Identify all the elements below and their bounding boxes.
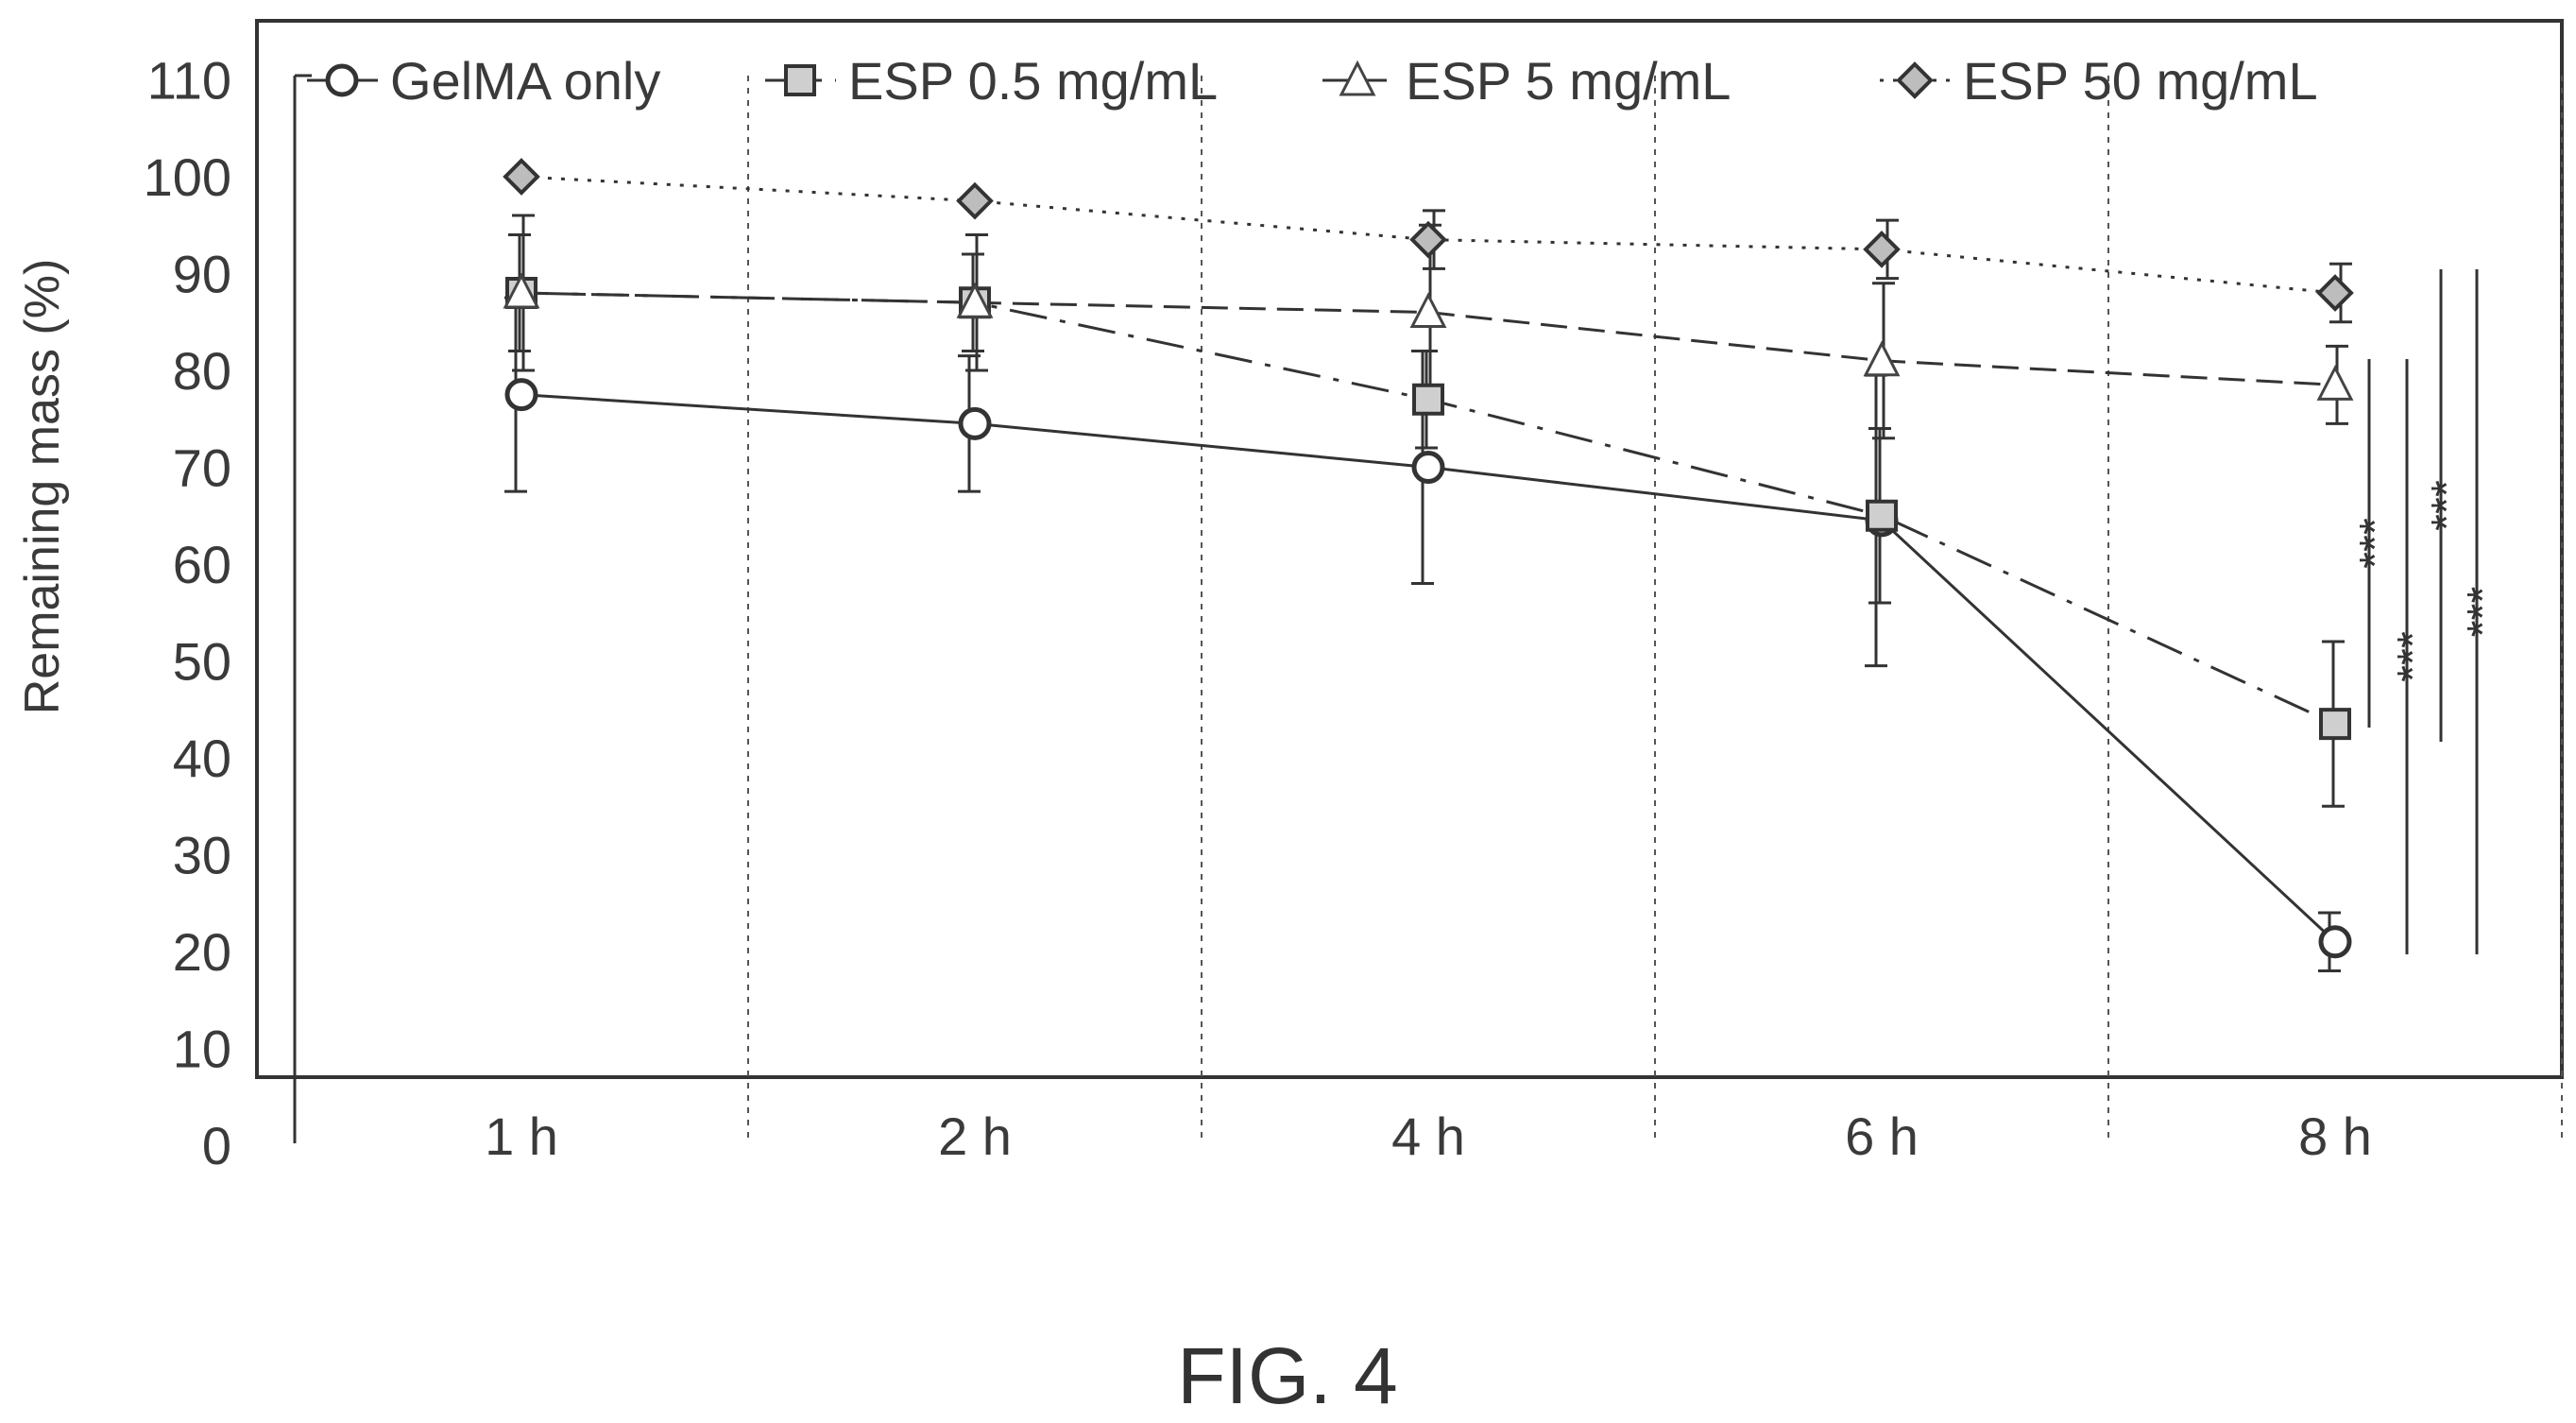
data-point [1409,292,1447,328]
data-point [503,158,540,196]
y-axis-label: Remaining mass (%) [15,259,70,715]
y-tick-label: 0 [202,1116,231,1175]
significance-label: *** [2422,480,2471,531]
data-point [2316,365,2354,401]
legend-marker [325,63,359,97]
legend-label: ESP 0.5 mg/mL [848,51,1218,111]
figure-caption: FIG. 4 [1177,1331,1397,1420]
y-tick-label: 90 [173,245,231,304]
y-tick-label: 110 [147,51,231,111]
y-tick-label: 50 [173,632,231,692]
legend-label: ESP 50 mg/mL [1963,51,2318,111]
legend: GelMA only ESP 0.5 mg/mL ESP 5 mg/mL ESP 50… [307,51,2318,111]
x-tick-label: 4 h [1391,1106,1465,1166]
y-tick-label: 80 [173,341,231,401]
x-tick-label: 6 h [1845,1106,1919,1166]
data-point [1866,499,1898,532]
series-lines [520,175,2337,943]
data-point [504,378,538,412]
x-tick-label: 2 h [938,1106,1012,1166]
legend-marker [1896,61,1934,99]
legend-marker [784,64,816,96]
data-point [503,272,540,309]
data-point [1412,383,1444,416]
y-tick-label: 70 [173,438,231,498]
series-markers [503,158,2354,959]
y-tick-label: 20 [173,922,231,982]
significance-label: *** [2388,631,2437,682]
y-tick-label: 100 [144,147,231,207]
y-tick-label: 40 [173,729,231,788]
significance-annotations: *** *** *** *** [2350,269,2507,954]
data-point [2318,925,2352,959]
data-point [2319,708,2351,741]
legend-label: GelMA only [390,51,660,111]
data-point [958,406,992,440]
data-point [2316,274,2354,312]
data-point [1411,451,1445,484]
data-point [1863,340,1901,377]
plot-frame [255,19,2564,1079]
legend-label: ESP 5 mg/mL [1406,51,1731,111]
legend-marker [1339,60,1376,96]
grid-lines [747,76,2563,1143]
significance-label: *** [2350,518,2399,569]
series-line-2 [520,291,2336,726]
x-tick-label: 8 h [2298,1106,2372,1166]
data-point [956,181,994,220]
y-tick-label: 60 [173,535,231,594]
x-tick-label: 1 h [485,1106,558,1166]
y-tick-label: 10 [173,1020,231,1079]
significance-label: *** [2458,587,2507,638]
data-point [956,282,994,318]
data-point [1409,220,1447,259]
y-tick-label: 30 [173,826,231,885]
data-point [1863,231,1901,268]
x-tick-labels: 1 h 2 h 4 h 6 h 8 h [485,1106,2372,1166]
